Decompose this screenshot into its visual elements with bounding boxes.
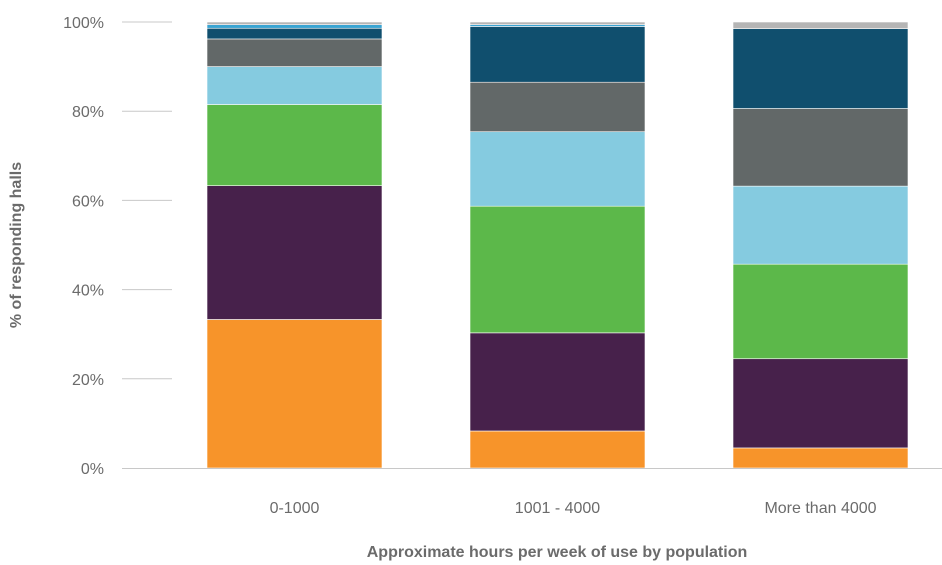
bar-segment (732, 28, 909, 109)
y-tick-label: 60% (72, 193, 104, 210)
bar-segment (469, 205, 646, 334)
y-tick-label: 100% (63, 15, 104, 32)
bar-stack (469, 21, 646, 469)
bar-segment (469, 332, 646, 432)
x-tick-label: More than 4000 (764, 500, 876, 517)
bar-stack (206, 21, 383, 469)
y-axis-title: % of responding halls (8, 162, 25, 328)
bar-segment (732, 185, 909, 265)
y-axis: 0% 20% 40% 60% 80% 100% (63, 15, 172, 478)
bar-segment (732, 108, 909, 187)
x-axis-title: Approximate hours per week of use by pop… (367, 544, 748, 561)
bar-segment (469, 81, 646, 133)
y-tick-label: 80% (72, 104, 104, 121)
x-tick-label: 0-1000 (270, 500, 320, 517)
x-axis: 0-1000 1001 - 4000 More than 4000 (122, 468, 942, 517)
bar-segment (206, 104, 383, 186)
bar-segment (206, 21, 383, 25)
y-tick-label: 0% (81, 461, 104, 478)
bar-stack (732, 21, 909, 469)
bar-segment (732, 263, 909, 360)
bar-segment (469, 21, 646, 25)
bar-segment (206, 185, 383, 320)
bar-segment (732, 358, 909, 449)
bar-segment (469, 131, 646, 207)
x-tick-label: 1001 - 4000 (515, 500, 601, 517)
bar-segment (732, 447, 909, 469)
bar-segment (206, 27, 383, 40)
bar-segment (206, 319, 383, 469)
y-tick-label: 20% (72, 372, 104, 389)
y-tick-label: 40% (72, 283, 104, 300)
bar-segment (206, 24, 383, 29)
bar-segment (206, 66, 383, 105)
bar-segment (206, 38, 383, 67)
bar-segment (469, 430, 646, 469)
bar-segment (732, 21, 909, 29)
bar-segment (469, 26, 646, 83)
bars (206, 21, 909, 469)
